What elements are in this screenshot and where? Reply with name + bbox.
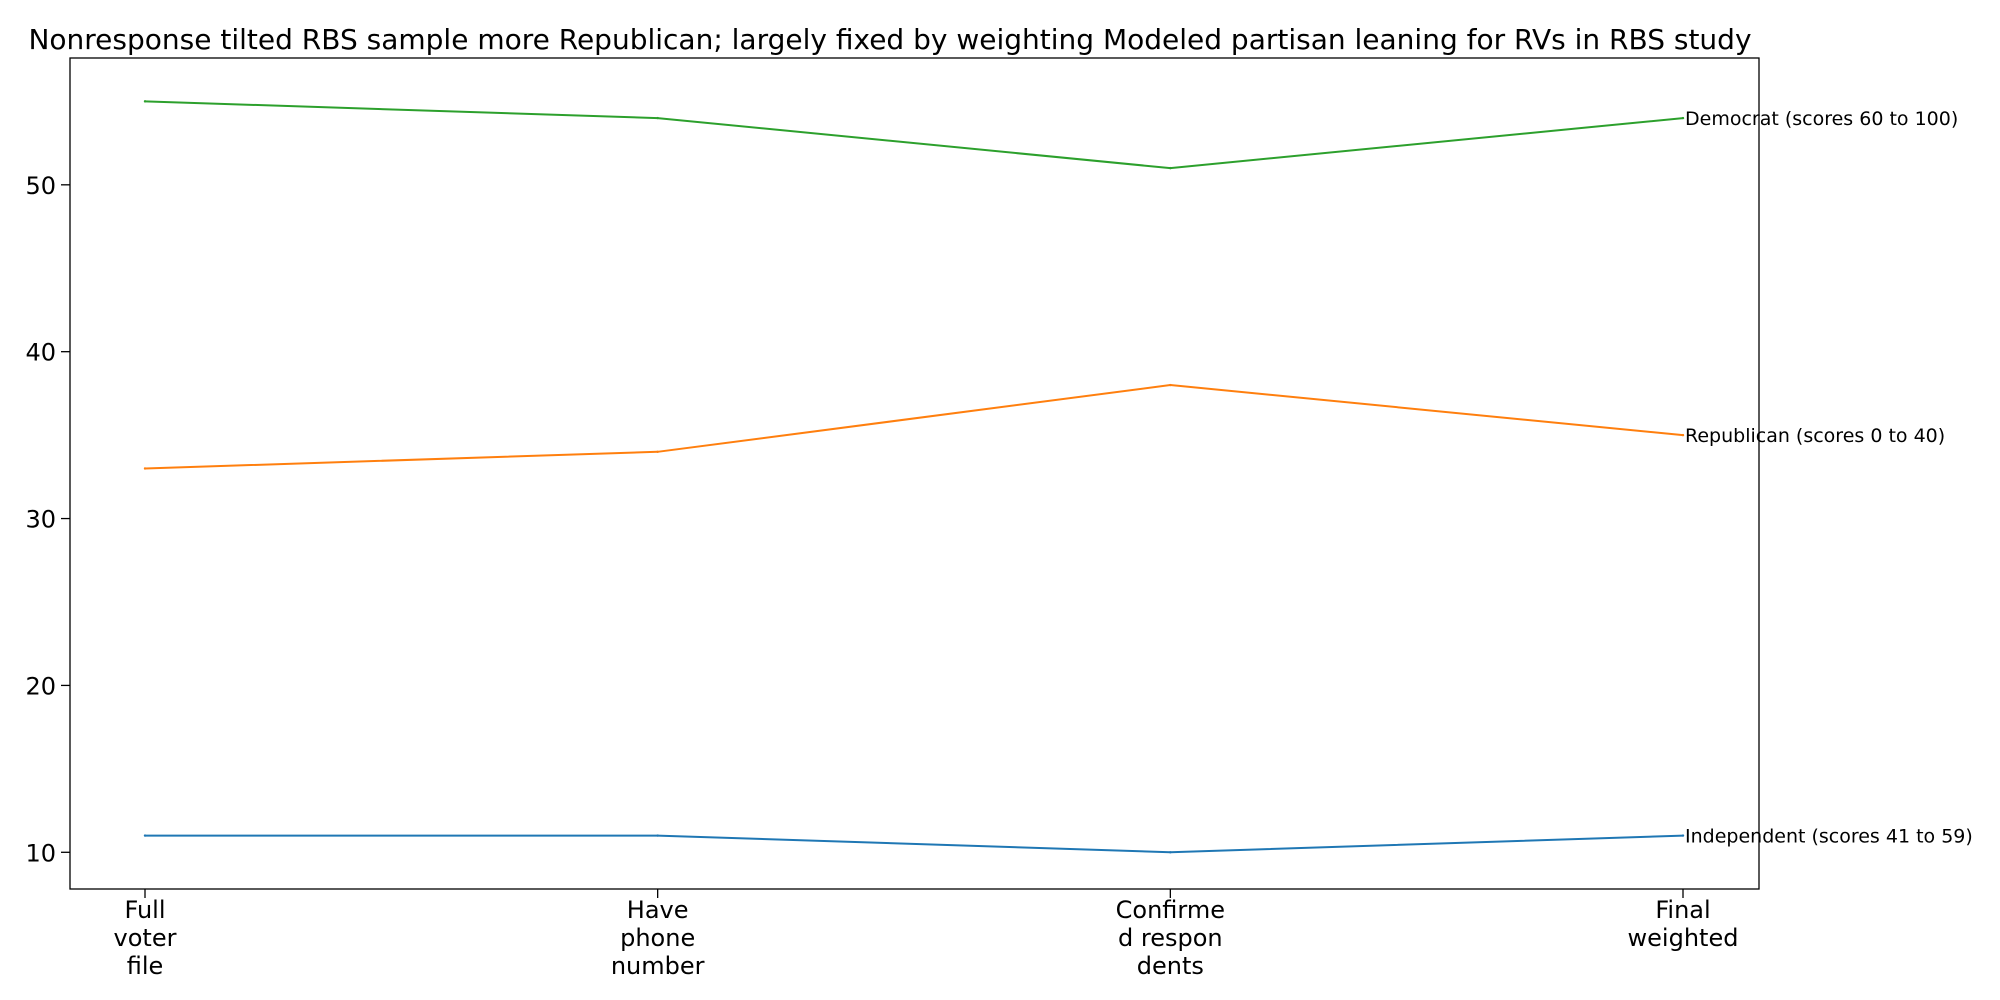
x-tick-label-line: dents [1137,952,1204,980]
x-tick-label-line: phone [620,924,695,952]
y-tick-label: 10 [25,839,56,867]
x-tick-label-line: number [611,952,705,980]
data-point [1169,383,1172,387]
chart-title: Nonresponse tilted RBS sample more Repub… [28,23,1751,56]
series-end-label: Democrat (scores 60 to 100) [1685,108,1958,130]
y-tick-label: 30 [25,506,56,534]
data-point [1681,116,1685,120]
data-point [1169,851,1172,854]
x-tick-label-line: Have [627,896,689,924]
x-tick-label-line: voter [114,924,177,952]
x-tick-label-line: Final [1655,896,1710,924]
x-tick-label: Have phone number [611,896,705,980]
x-tick-label-line: weighted [1628,924,1739,952]
series-end-label: Republican (scores 0 to 40) [1685,425,1945,447]
data-point [143,834,147,837]
x-tick-label-line: file [127,952,164,980]
x-axis: Full voter file Have phone number Confirme d re… [114,889,1739,980]
y-tick-label: 50 [25,172,56,200]
y-tick-label: 20 [25,672,56,700]
series-end-label: Independent (scores 41 to 59) [1685,826,1973,848]
series-line [144,384,1684,470]
series-group: Republican (scores 0 to 40) [143,383,1945,470]
plot-area-frame [69,57,1760,890]
data-point [656,834,659,837]
x-tick-label-line: Full [124,896,165,924]
data-point [1681,834,1685,837]
data-point [656,116,659,120]
x-tick-label-line: d respon [1118,924,1223,952]
series-line [144,100,1684,170]
x-tick-label-line: Confirme [1116,896,1225,924]
x-tick-label: Full voter file [114,896,177,980]
data-point [1169,166,1172,170]
y-axis: 10 20 30 40 50 [25,172,70,867]
series-layer: Independent (scores 41 to 59) Republican … [143,100,1973,854]
series-group: Independent (scores 41 to 59) [143,826,1973,854]
series-line [145,834,1684,854]
data-point [143,467,147,470]
y-tick-label: 40 [25,339,56,367]
data-point [656,450,659,454]
series-group: Democrat (scores 60 to 100) [143,100,1958,170]
x-tick-label: Confirme d respon dents [1116,896,1225,980]
x-tick-label: Final weighted [1628,896,1739,952]
data-point [143,100,147,103]
data-point [1681,433,1685,437]
